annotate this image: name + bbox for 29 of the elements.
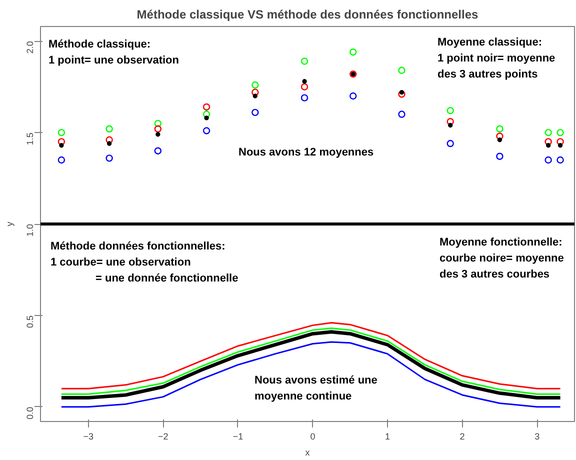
x-axis-title: x — [305, 448, 310, 458]
annotation: 1 point noir= moyenne — [438, 52, 556, 64]
annotation: Méthode classique: — [48, 38, 151, 50]
annotation: des 3 autres points — [438, 68, 538, 80]
annotation: Moyenne classique: — [438, 36, 542, 48]
y-tick-label: 0.0 — [25, 406, 35, 420]
y-tick-label: 2.0 — [25, 41, 35, 54]
y-tick-label: 0.5 — [25, 315, 35, 328]
y-tick-label: 1.0 — [25, 224, 35, 237]
annotation: Nous avons estimé une — [254, 374, 378, 386]
annotation: = une donnée fonctionnelle — [96, 272, 238, 284]
x-tick-label: 0 — [310, 432, 316, 442]
x-tick-label: 1 — [385, 432, 390, 442]
x-tick-label: 3 — [534, 432, 540, 442]
annotation: 1 point= une observation — [48, 54, 180, 66]
x-tick-label: −1 — [232, 432, 244, 442]
y-axis-title: y — [4, 221, 14, 226]
y-tick-label: 1.5 — [25, 132, 35, 146]
annotation: des 3 autres courbes — [440, 268, 550, 280]
annotation: Méthode données fonctionnelles: — [50, 240, 226, 252]
x-tick-label: −2 — [158, 432, 168, 442]
annotation: Nous avons 12 moyennes — [238, 146, 374, 158]
annotation: moyenne continue — [254, 390, 352, 402]
annotation: Moyenne fonctionnelle: — [440, 236, 562, 248]
x-tick-label: 2 — [460, 432, 465, 442]
chart-title: Méthode classique VS méthode des données fonctionnelles — [136, 8, 479, 22]
x-tick-label: −3 — [83, 432, 94, 442]
annotation: courbe noire= moyenne — [440, 252, 564, 264]
annotation: 1 courbe= une observation — [50, 256, 192, 268]
